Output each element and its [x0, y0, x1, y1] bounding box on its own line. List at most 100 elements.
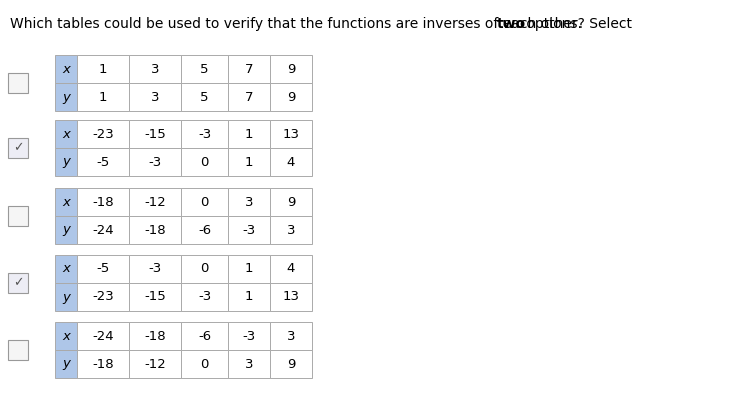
Text: y: y: [62, 224, 70, 236]
Text: -18: -18: [92, 195, 114, 209]
Text: 3: 3: [150, 62, 159, 76]
Text: two: two: [496, 17, 526, 31]
Bar: [77, 322, 129, 350]
Text: -5: -5: [96, 156, 109, 168]
Bar: [77, 55, 129, 83]
Bar: [8, 138, 28, 158]
Bar: [8, 273, 28, 293]
Bar: [55, 322, 77, 350]
Text: ✓: ✓: [12, 277, 23, 289]
Text: x: x: [62, 62, 70, 76]
Text: 1: 1: [99, 90, 107, 103]
Text: x: x: [62, 330, 70, 343]
Text: -6: -6: [198, 330, 211, 343]
Bar: [228, 83, 270, 111]
Bar: [55, 283, 77, 311]
Bar: [129, 255, 181, 283]
Bar: [55, 216, 77, 244]
Text: 3: 3: [287, 224, 295, 236]
Text: 13: 13: [283, 291, 299, 304]
Bar: [77, 188, 129, 216]
Text: 1: 1: [244, 263, 253, 275]
Bar: [181, 350, 228, 378]
Text: -12: -12: [144, 195, 166, 209]
Text: 0: 0: [200, 357, 208, 371]
Text: -18: -18: [92, 357, 114, 371]
Bar: [270, 120, 312, 148]
Text: 13: 13: [283, 127, 299, 140]
Bar: [55, 120, 77, 148]
Bar: [129, 350, 181, 378]
Bar: [270, 188, 312, 216]
Bar: [228, 283, 270, 311]
Text: -3: -3: [148, 156, 161, 168]
Text: -3: -3: [198, 291, 211, 304]
Text: x: x: [62, 263, 70, 275]
Bar: [55, 188, 77, 216]
Bar: [129, 216, 181, 244]
Text: -3: -3: [242, 330, 255, 343]
Bar: [77, 148, 129, 176]
Bar: [270, 83, 312, 111]
Bar: [129, 83, 181, 111]
Text: -5: -5: [96, 263, 109, 275]
Bar: [270, 216, 312, 244]
Bar: [77, 350, 129, 378]
Bar: [55, 255, 77, 283]
Bar: [129, 55, 181, 83]
Bar: [181, 255, 228, 283]
Text: -23: -23: [92, 127, 114, 140]
Text: 9: 9: [287, 62, 295, 76]
Text: 3: 3: [150, 90, 159, 103]
Text: -15: -15: [144, 127, 166, 140]
Text: x: x: [62, 195, 70, 209]
Text: 5: 5: [200, 90, 208, 103]
Text: 1: 1: [244, 127, 253, 140]
Text: ✓: ✓: [12, 142, 23, 154]
Text: 1: 1: [99, 62, 107, 76]
Text: -3: -3: [148, 263, 161, 275]
Text: -18: -18: [144, 330, 166, 343]
Bar: [181, 188, 228, 216]
Text: -3: -3: [242, 224, 255, 236]
Bar: [8, 73, 28, 93]
Text: 9: 9: [287, 195, 295, 209]
Bar: [129, 283, 181, 311]
Bar: [228, 188, 270, 216]
Bar: [77, 83, 129, 111]
Text: 0: 0: [200, 195, 208, 209]
Text: -23: -23: [92, 291, 114, 304]
Bar: [129, 120, 181, 148]
Text: 9: 9: [287, 357, 295, 371]
Text: 5: 5: [200, 62, 208, 76]
Text: 1: 1: [244, 291, 253, 304]
Text: -24: -24: [92, 330, 114, 343]
Bar: [181, 148, 228, 176]
Bar: [228, 350, 270, 378]
Bar: [228, 120, 270, 148]
Text: x: x: [62, 127, 70, 140]
Bar: [270, 255, 312, 283]
Text: y: y: [62, 291, 70, 304]
Text: -24: -24: [92, 224, 114, 236]
Text: 1: 1: [244, 156, 253, 168]
Text: 4: 4: [287, 156, 295, 168]
Text: -12: -12: [144, 357, 166, 371]
Text: 0: 0: [200, 263, 208, 275]
Bar: [129, 322, 181, 350]
Bar: [181, 83, 228, 111]
Bar: [8, 340, 28, 360]
Bar: [8, 206, 28, 226]
Bar: [270, 283, 312, 311]
Bar: [55, 55, 77, 83]
Bar: [77, 216, 129, 244]
Text: 3: 3: [244, 195, 253, 209]
Bar: [77, 255, 129, 283]
Text: 3: 3: [244, 357, 253, 371]
Bar: [228, 55, 270, 83]
Text: 7: 7: [244, 90, 253, 103]
Bar: [270, 148, 312, 176]
Bar: [129, 188, 181, 216]
Bar: [55, 83, 77, 111]
Text: y: y: [62, 156, 70, 168]
